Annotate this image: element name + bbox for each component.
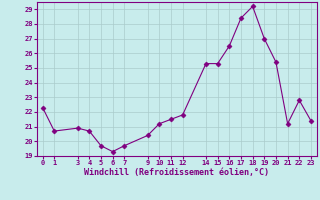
X-axis label: Windchill (Refroidissement éolien,°C): Windchill (Refroidissement éolien,°C) [84,168,269,177]
